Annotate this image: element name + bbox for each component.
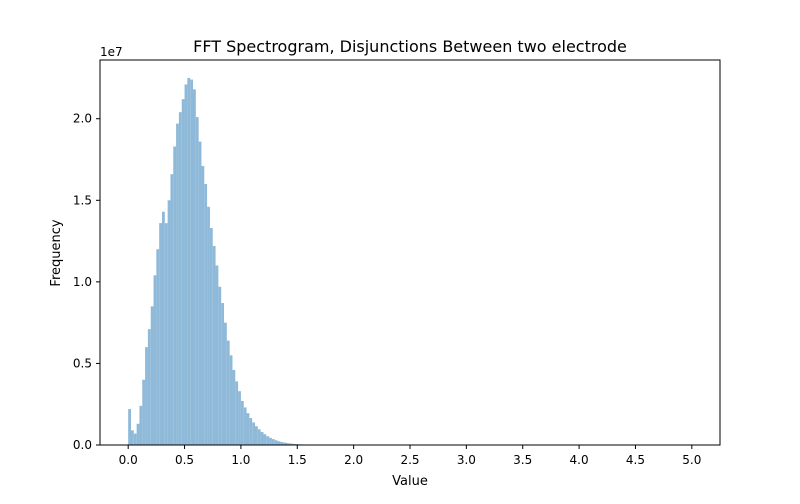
histogram-bar [269,438,272,445]
y-tick-label: 1.5 [73,193,92,207]
histogram-bar [168,200,171,445]
histogram-bar [154,275,157,445]
y-tick-label: 2.0 [73,112,92,126]
histogram-bar [221,303,224,445]
histogram-bar [179,112,182,445]
y-axis-offset-label: 1e7 [100,45,123,59]
histogram-bar [227,341,230,445]
x-tick-label: 2.0 [344,453,363,467]
x-tick-label: 3.5 [513,453,532,467]
histogram-bar [235,381,238,445]
histogram-bar [213,246,216,445]
histogram-bar [207,207,210,445]
histogram-bar [247,413,250,445]
histogram-bar [230,355,233,445]
histogram-bars [128,78,348,445]
x-axis-label: Value [392,474,428,489]
histogram-bar [156,249,159,445]
histogram-bar [263,434,266,445]
x-axis: 0.0 0.5 1.0 1.5 2.0 2.5 3.0 3.5 4.0 4.5 5.0 [119,445,702,467]
histogram-bar [266,436,269,445]
histogram-bar [196,117,199,445]
histogram-bar [182,99,185,445]
histogram-bar [139,406,142,445]
x-tick-label: 1.5 [288,453,307,467]
histogram-bar [148,329,151,445]
histogram-bar [252,422,255,445]
x-tick-label: 4.5 [626,453,645,467]
histogram-bar [218,287,221,445]
histogram-bar [173,146,176,445]
histogram-bar [142,380,145,445]
histogram-bar [249,418,252,445]
histogram-bar [137,424,140,445]
histogram-bar [255,426,258,445]
histogram-bar [159,223,162,445]
chart-title: FFT Spectrogram, Disjunctions Between tw… [193,37,627,56]
histogram-bar [204,184,207,445]
histogram-bar [275,440,278,445]
y-tick-label: 1.0 [73,275,92,289]
histogram-bar [272,439,275,445]
x-tick-label: 1.0 [231,453,250,467]
histogram-bar [170,174,173,445]
histogram-bar [258,429,261,445]
x-tick-label: 3.0 [457,453,476,467]
histogram-bar [244,407,247,445]
histogram-bar [238,391,241,445]
histogram-bar [185,84,188,445]
histogram-bar [278,441,281,445]
y-tick-label: 0.0 [73,438,92,452]
histogram-bar [145,347,148,445]
histogram-bar [176,124,179,445]
histogram-bar [165,223,168,445]
y-axis-label: Frequency [49,219,64,286]
histogram-bar [190,80,193,445]
histogram-bar [241,401,244,445]
x-tick-label: 0.0 [119,453,138,467]
histogram-bar [199,142,202,445]
x-tick-label: 4.0 [570,453,589,467]
y-tick-label: 0.5 [73,356,92,370]
x-tick-label: 5.0 [682,453,701,467]
histogram-bar [151,306,154,445]
histogram-bar [162,212,165,445]
histogram-bar [193,89,196,445]
histogram-bar [224,323,227,445]
histogram-bar [131,430,134,445]
y-axis: 0.0 0.5 1.0 1.5 2.0 [73,112,100,452]
histogram-bar [187,78,190,445]
x-tick-label: 0.5 [175,453,194,467]
histogram-bar [201,166,204,445]
histogram-bar [128,409,131,445]
histogram-bar [232,370,235,445]
histogram-bar [216,266,219,445]
histogram-bar [134,434,137,445]
x-tick-label: 2.5 [400,453,419,467]
histogram-bar [261,432,264,445]
histogram-bar [210,228,213,445]
